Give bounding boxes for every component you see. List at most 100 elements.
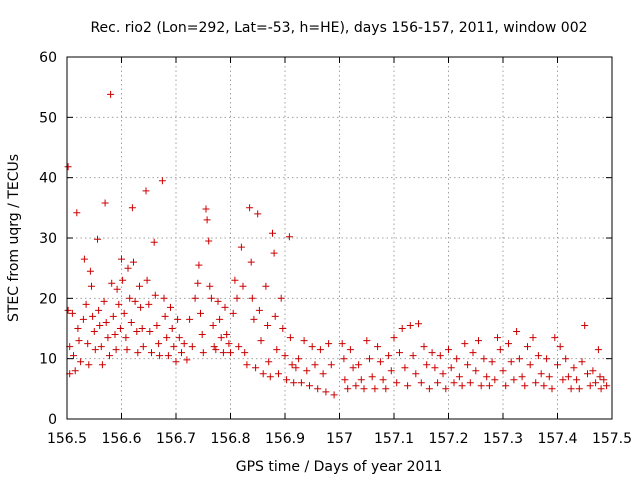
- data-point: [319, 370, 327, 378]
- data-point: [209, 322, 217, 329]
- data-point: [80, 255, 88, 263]
- data-point: [106, 352, 113, 360]
- data-point: [100, 297, 108, 305]
- data-point: [109, 312, 117, 320]
- data-point: [545, 373, 553, 381]
- data-point: [248, 294, 256, 302]
- data-point: [327, 361, 335, 369]
- data-point: [237, 243, 245, 251]
- data-point: [434, 379, 442, 387]
- data-point: [255, 306, 263, 314]
- data-point: [322, 388, 330, 396]
- data-point: [227, 349, 234, 357]
- data-point: [603, 382, 611, 390]
- data-point: [264, 322, 272, 329]
- data-point: [250, 315, 258, 323]
- data-point: [73, 209, 81, 217]
- data-point: [340, 355, 348, 363]
- data-point: [221, 303, 229, 311]
- data-point: [447, 364, 455, 372]
- data-point: [589, 367, 597, 375]
- data-point: [142, 187, 150, 195]
- data-point: [374, 343, 382, 351]
- data-point: [578, 358, 586, 366]
- data-point: [219, 349, 227, 357]
- data-point: [84, 340, 92, 348]
- y-tick-label: 30: [39, 231, 57, 247]
- data-point: [393, 379, 401, 387]
- data-point: [564, 373, 572, 381]
- data-point: [120, 309, 128, 317]
- x-tick-label: 157.3: [483, 431, 523, 447]
- data-point: [567, 385, 575, 393]
- x-tick-label: 157: [326, 431, 353, 447]
- data-point: [122, 334, 130, 342]
- data-point: [404, 382, 412, 390]
- data-point: [488, 358, 496, 366]
- data-point: [281, 352, 289, 360]
- data-point: [266, 373, 274, 381]
- data-point: [371, 385, 379, 393]
- data-point: [308, 343, 316, 351]
- data-point: [139, 343, 147, 351]
- data-point: [494, 334, 501, 342]
- data-point: [439, 370, 447, 378]
- data-point: [445, 346, 452, 354]
- data-point: [526, 361, 534, 369]
- data-point: [178, 349, 185, 357]
- data-point: [97, 343, 105, 351]
- data-point: [480, 355, 488, 363]
- data-point: [130, 258, 137, 266]
- data-point: [188, 343, 196, 351]
- data-point: [119, 276, 127, 284]
- data-point: [241, 349, 249, 357]
- data-point: [596, 373, 604, 381]
- data-point: [205, 237, 213, 245]
- plot-frame: [66, 56, 613, 420]
- data-point: [366, 355, 373, 363]
- data-point: [537, 370, 545, 378]
- data-point: [247, 258, 255, 266]
- x-tick-label: 156.7: [156, 431, 196, 447]
- data-point: [355, 361, 363, 369]
- axis-ticks: [66, 56, 613, 420]
- data-point: [116, 325, 124, 332]
- data-point: [273, 346, 281, 354]
- data-point: [529, 334, 537, 342]
- data-point: [75, 337, 83, 345]
- y-tick-label: 50: [39, 110, 57, 126]
- data-point: [210, 343, 218, 351]
- data-point: [101, 199, 109, 207]
- data-point: [88, 282, 95, 290]
- data-point: [167, 303, 174, 311]
- data-point: [107, 90, 115, 98]
- data-point: [505, 340, 512, 348]
- data-point: [161, 312, 169, 320]
- data-point: [469, 349, 477, 357]
- data-point: [94, 235, 101, 243]
- data-point: [183, 356, 191, 364]
- data-point: [172, 358, 180, 366]
- data-point: [168, 325, 176, 332]
- data-point: [136, 282, 143, 290]
- x-tick-label: 157.5: [592, 431, 632, 447]
- data-point: [155, 340, 163, 348]
- data-point: [243, 361, 251, 369]
- data-point: [158, 177, 166, 185]
- data-point: [270, 249, 278, 257]
- data-point: [314, 385, 322, 393]
- data-point: [131, 297, 139, 305]
- data-point: [507, 358, 515, 366]
- x-axis-label: GPS time / Days of year 2011: [236, 459, 443, 475]
- data-point: [357, 376, 365, 384]
- data-point: [341, 376, 349, 384]
- data-point: [453, 355, 461, 363]
- data-point: [285, 233, 293, 241]
- data-point: [330, 391, 338, 399]
- data-point: [235, 343, 243, 351]
- data-point: [82, 300, 90, 308]
- data-point: [290, 379, 298, 387]
- data-point: [186, 315, 194, 323]
- data-point: [556, 343, 564, 351]
- data-point: [257, 337, 265, 345]
